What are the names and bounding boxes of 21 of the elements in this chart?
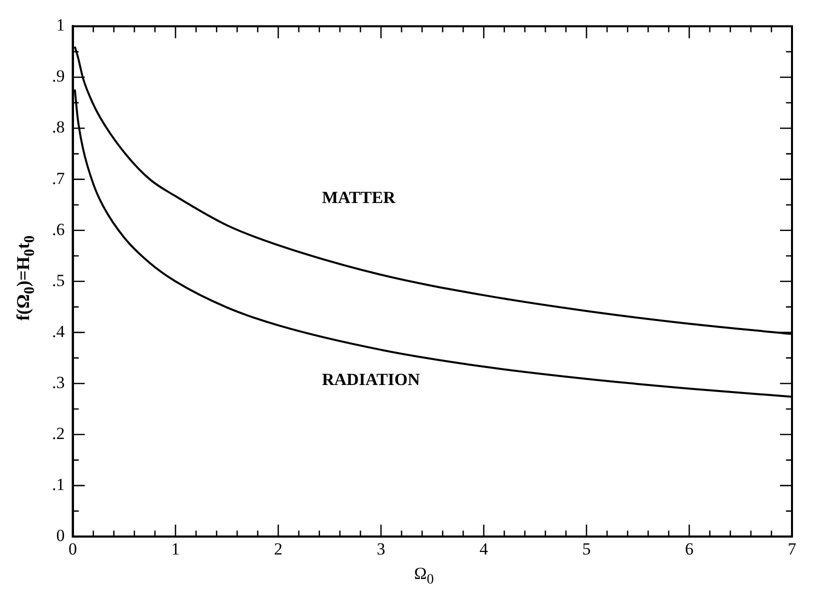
x-tick-label: 4: [480, 539, 488, 558]
y-tick-label: .3: [52, 372, 65, 392]
y-tick-label: .5: [52, 270, 65, 290]
y-tick-label: .9: [52, 66, 65, 86]
x-tick-label: 5: [582, 539, 591, 558]
x-tick-label: 3: [376, 539, 386, 558]
annotation: RADIATION: [322, 370, 420, 390]
annotation: MATTER: [322, 188, 396, 208]
y-tick-label: .8: [52, 118, 65, 137]
y-tick-label: .2: [52, 424, 65, 443]
x-tick-label: 7: [788, 539, 797, 558]
x-tick-label: 2: [274, 539, 282, 558]
y-tick-label: .6: [52, 220, 65, 239]
y-tick-label: .1: [52, 475, 65, 494]
x-tick-label: 6: [685, 539, 694, 558]
y-tick-label: .7: [52, 168, 66, 188]
y-tick-label: .4: [52, 322, 66, 341]
y-tick-label: 0: [56, 526, 65, 546]
y-tick-label: 1: [56, 16, 65, 35]
x-axis-title: Ω$_{0}$: [413, 564, 435, 588]
x-tick-label: 1: [171, 539, 180, 558]
